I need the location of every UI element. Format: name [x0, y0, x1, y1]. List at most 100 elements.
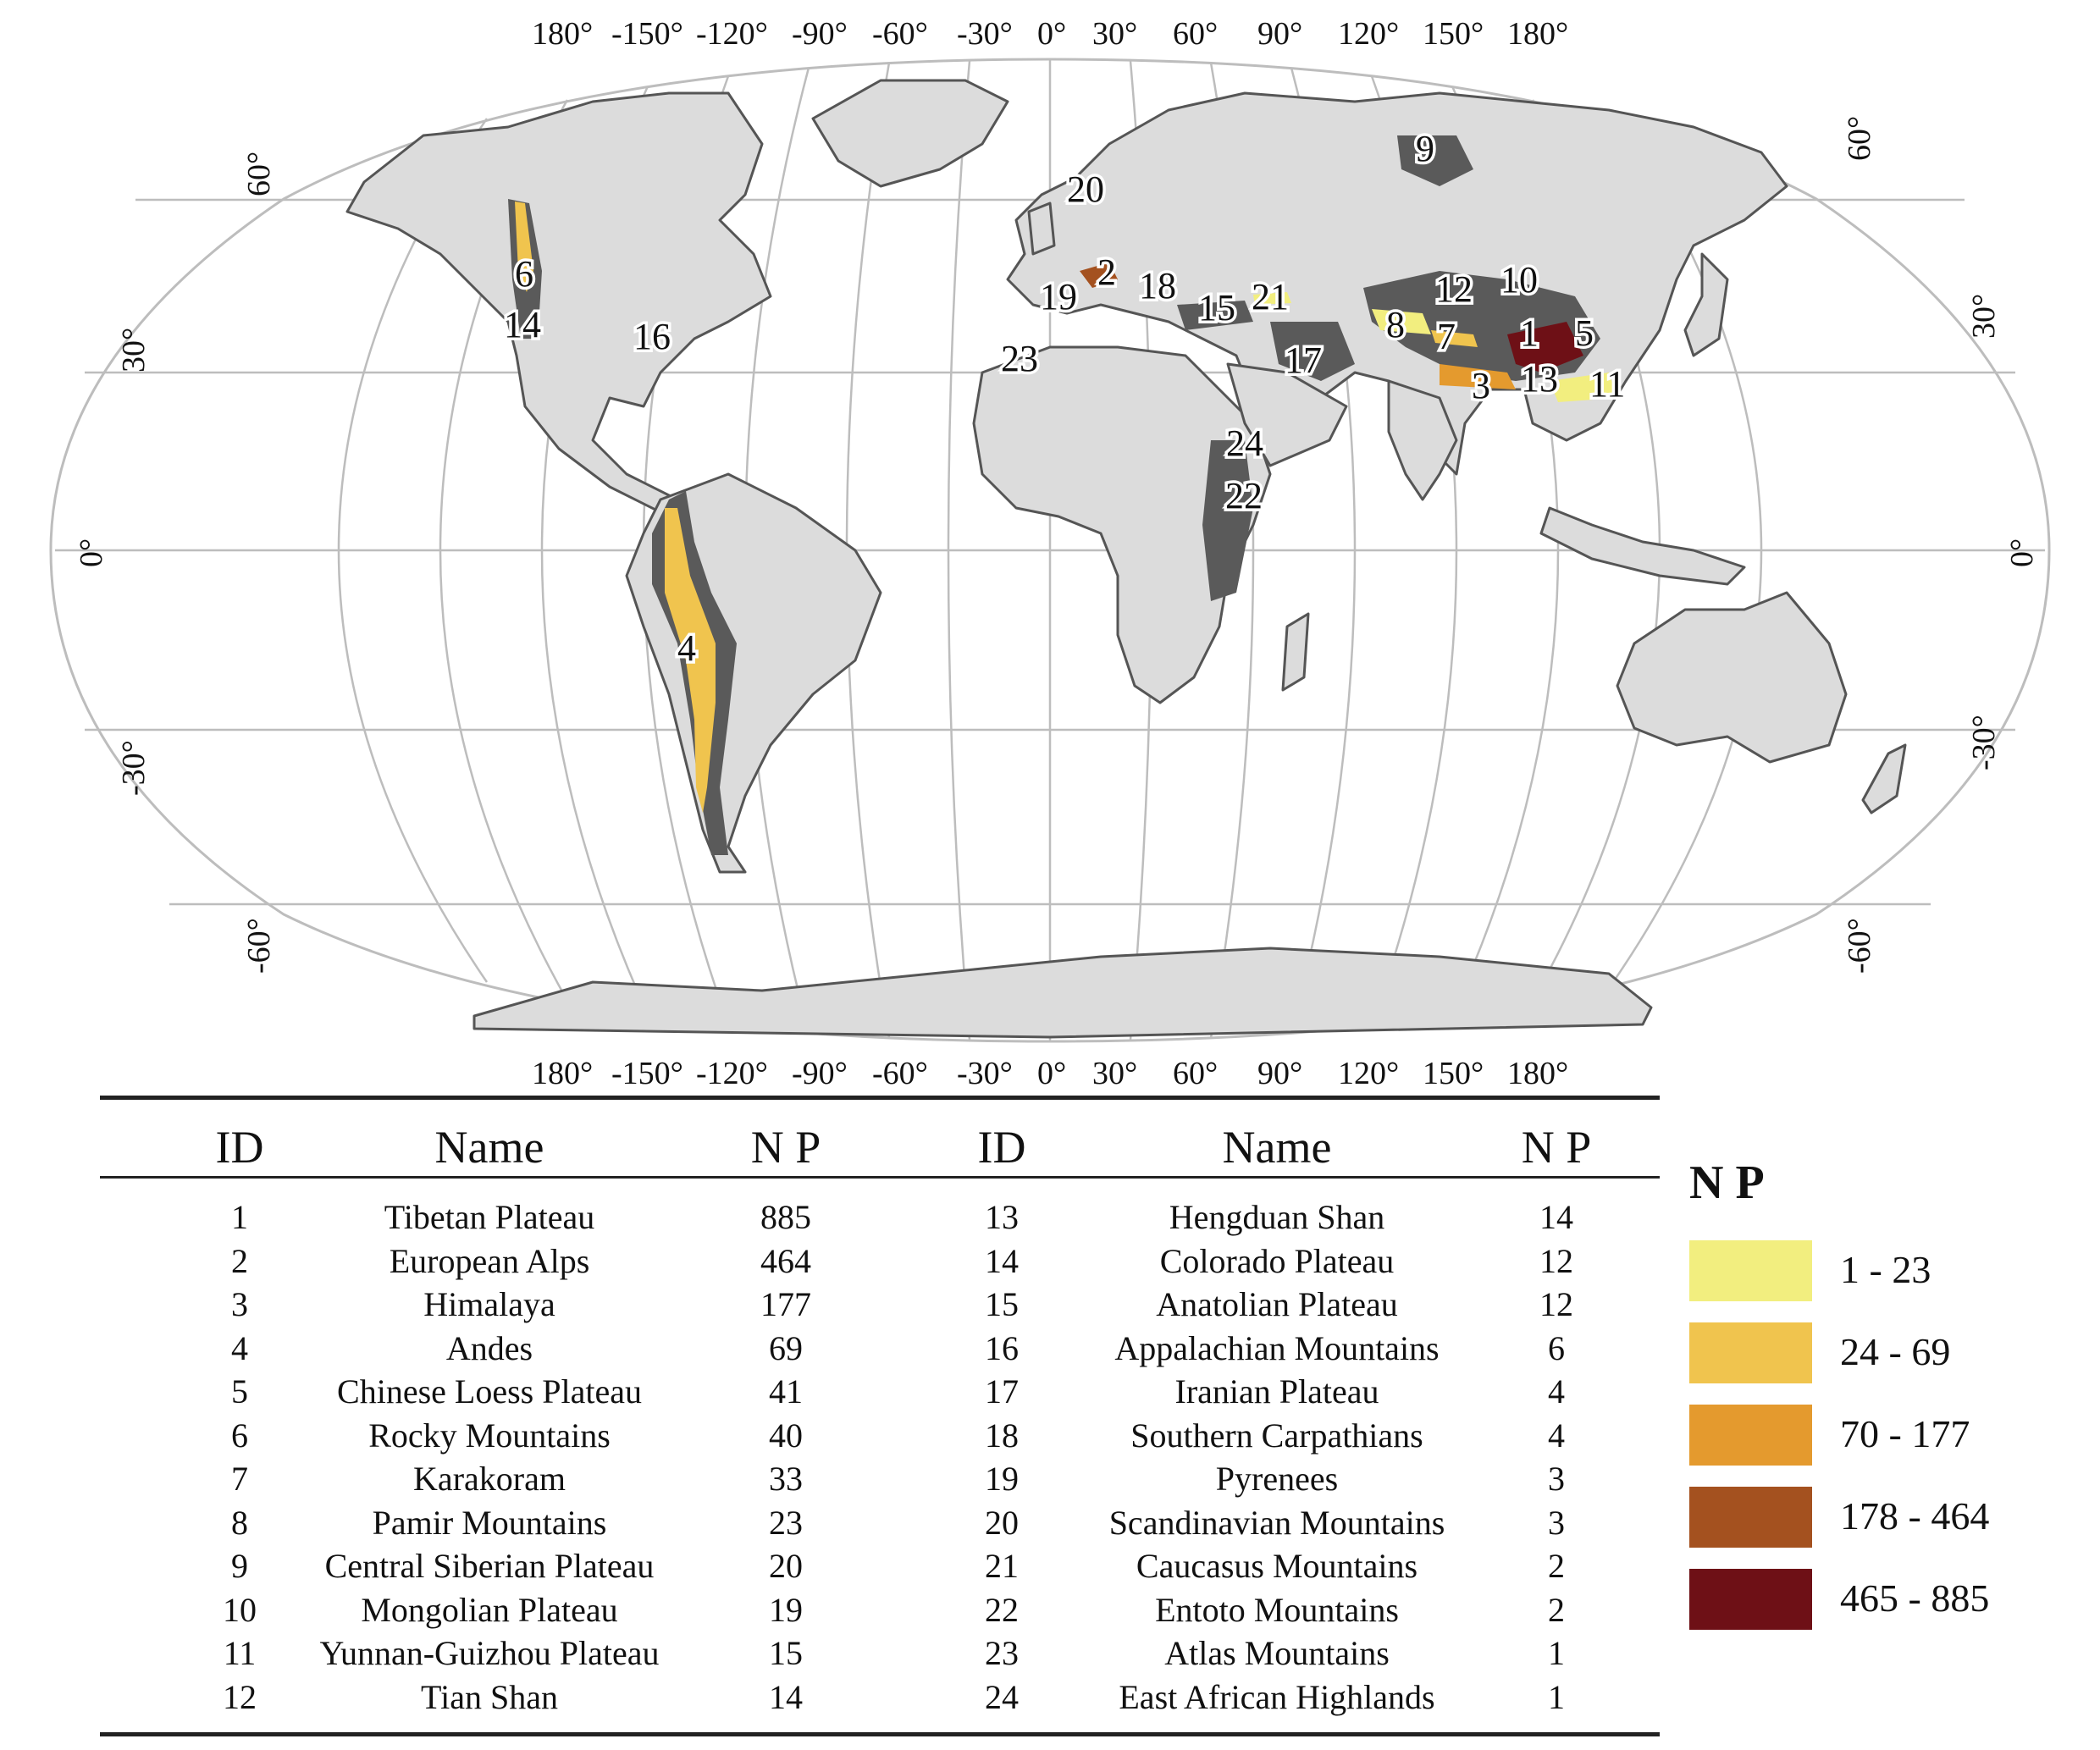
legend-swatch: [1689, 1322, 1812, 1383]
np-himalaya: [1440, 364, 1516, 389]
row-name: Chinese Loess Plateau: [337, 1372, 642, 1410]
np-alps: [1080, 262, 1118, 288]
lat-label: -60°: [1842, 918, 1877, 974]
lon-label: -30°: [957, 1056, 1013, 1091]
table-bottom-rule: [100, 1732, 1660, 1736]
row-id: 9: [231, 1547, 248, 1585]
lon-label: 120°: [1338, 1056, 1399, 1091]
lat-label: 30°: [1966, 294, 2002, 339]
region-label-19: 19: [1040, 276, 1077, 317]
row-np: 6: [1548, 1328, 1565, 1367]
lat-label: 30°: [116, 328, 152, 373]
row-np: 177: [760, 1285, 811, 1323]
region-label-9: 9: [1416, 128, 1434, 169]
np-tibet: [1507, 322, 1583, 373]
row-id: 4: [231, 1328, 248, 1367]
legend-item: 1 - 23: [1689, 1240, 2045, 1308]
row-id: 7: [231, 1460, 248, 1498]
lon-label: 180°: [1507, 16, 1568, 52]
region-label-3: 3: [1472, 365, 1490, 406]
row-id: 5: [231, 1372, 248, 1410]
legend-swatch: [1689, 1405, 1812, 1466]
region-id-labels: 20 9 10 12 6 14 16 2 18 19 15 21 8 7 1 5…: [501, 125, 1628, 672]
np-caucasus: [1253, 292, 1291, 305]
row-id: 6: [231, 1416, 248, 1455]
legend-label: 178 - 464: [1840, 1494, 1990, 1537]
np-yunnan: [1550, 373, 1617, 402]
lon-label: 30°: [1092, 16, 1137, 52]
row-np: 464: [760, 1241, 811, 1280]
region-label-2: 2: [1097, 251, 1116, 293]
indonesia: [1539, 506, 1746, 586]
region-label-5: 5: [1575, 312, 1594, 354]
np-andes: [665, 508, 716, 813]
row-id: 20: [985, 1503, 1019, 1542]
lon-label: 180°: [532, 1056, 593, 1091]
legend-label: 70 - 177: [1840, 1412, 1970, 1455]
region-label-6: 6: [515, 253, 533, 295]
row-id: 3: [231, 1285, 248, 1323]
region-label-20: 20: [1067, 168, 1104, 210]
row-name: Colorado Plateau: [1159, 1241, 1395, 1280]
mountain-anatolia: [1177, 301, 1253, 330]
row-id: 22: [985, 1590, 1019, 1629]
row-np: 23: [769, 1503, 803, 1542]
row-id: 19: [985, 1460, 1019, 1498]
lon-label: -90°: [792, 16, 848, 52]
region-label-16: 16: [633, 316, 671, 357]
region-label-7: 7: [1437, 316, 1456, 357]
lon-label: -120°: [696, 16, 768, 52]
region-table: ID Name N P ID Name N P 1 Tibetan Plateau…: [100, 1096, 1660, 1736]
lon-label: -150°: [611, 16, 683, 52]
row-name: Hengduan Shan: [1169, 1198, 1385, 1236]
lon-label: -90°: [792, 1056, 848, 1091]
legend-label: 465 - 885: [1840, 1576, 1990, 1620]
lon-label: -60°: [872, 16, 928, 52]
header-np-right: N P: [1521, 1122, 1592, 1173]
row-name: Yunnan-Guizhou Plateau: [319, 1634, 660, 1672]
new-zealand: [1861, 743, 1907, 814]
table-top-rule: [100, 1096, 1660, 1100]
mountain-east-africa: [1202, 440, 1253, 601]
row-name: Tian Shan: [421, 1677, 558, 1716]
np-rockies: [515, 201, 533, 292]
row-np: 69: [769, 1328, 803, 1367]
row-np: 15: [769, 1634, 803, 1672]
legend-label: 24 - 69: [1840, 1330, 1951, 1373]
legend-item: 178 - 464: [1689, 1487, 2045, 1554]
row-np: 2: [1548, 1590, 1565, 1629]
lon-label: 120°: [1338, 16, 1399, 52]
row-np: 19: [769, 1590, 803, 1629]
row-np: 885: [760, 1198, 811, 1236]
madagascar: [1281, 612, 1310, 692]
lat-label: 0°: [74, 538, 109, 567]
top-longitude-labels: 180° -150° -120° -90° -60° -30° 0° 30° 6…: [532, 16, 1568, 52]
row-name: Tibetan Plateau: [384, 1198, 595, 1236]
region-label-14: 14: [504, 304, 541, 345]
region-label-1: 1: [1520, 312, 1539, 354]
row-np: 12: [1539, 1241, 1573, 1280]
legend-item: 24 - 69: [1689, 1322, 2045, 1390]
legend-label: 1 - 23: [1840, 1248, 1931, 1291]
row-np: 14: [1539, 1198, 1573, 1236]
row-np: 12: [1539, 1285, 1573, 1323]
mountain-regions: [508, 135, 1617, 855]
row-np: 2: [1548, 1547, 1565, 1585]
header-id-right: ID: [977, 1122, 1026, 1173]
greenland: [811, 79, 1009, 188]
np-legend: N P 1 - 23 24 - 69 70 - 177 178 - 464 465 - …: [1681, 1156, 2036, 1630]
row-id: 17: [985, 1372, 1019, 1410]
row-id: 16: [985, 1328, 1019, 1367]
north-america: [345, 91, 772, 514]
row-name: Karakoram: [413, 1460, 566, 1498]
legend-item: 465 - 885: [1689, 1569, 2045, 1637]
lon-label: 180°: [532, 16, 593, 52]
region-label-4: 4: [677, 627, 696, 669]
legend-swatch: [1689, 1240, 1812, 1301]
header-np-left: N P: [750, 1122, 821, 1173]
region-label-18: 18: [1139, 265, 1176, 306]
row-name: Pyrenees: [1215, 1460, 1339, 1498]
region-label-22: 22: [1225, 475, 1263, 516]
row-id: 23: [985, 1634, 1019, 1672]
legend-title: N P: [1689, 1157, 1765, 1209]
